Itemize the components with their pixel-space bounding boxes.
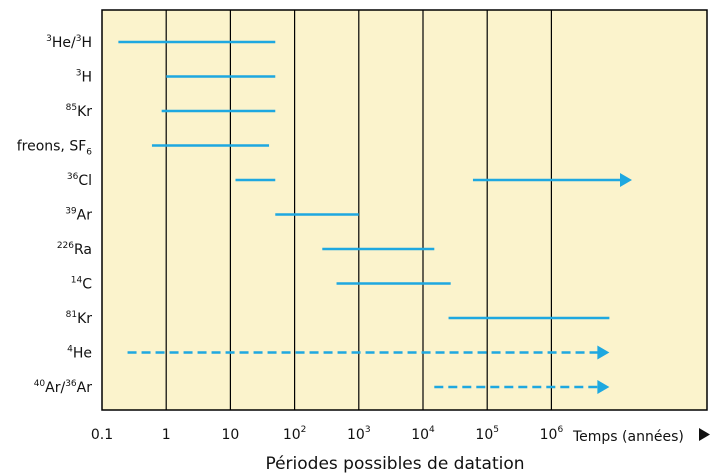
row-label-part: 40	[34, 379, 46, 389]
row-label-part: Ra	[74, 242, 92, 258]
row-label: 81Kr	[66, 310, 93, 327]
row-label-part: Cl	[78, 173, 92, 189]
row-label-part: 39	[65, 207, 77, 217]
row-label-part: Kr	[77, 104, 92, 120]
x-tick-base: 10	[283, 427, 301, 443]
row-label-part: 6	[86, 148, 92, 158]
row-label-part: Ar	[77, 208, 93, 224]
row-label: 4He	[67, 345, 92, 362]
row-label-part: 3	[76, 69, 82, 79]
x-tick-base: 10	[540, 427, 558, 443]
x-tick-base: 0.1	[91, 427, 113, 443]
x-tick-label: 1	[162, 427, 171, 443]
arrow-head-icon	[619, 173, 632, 187]
row-label: 3He/3H	[46, 34, 92, 51]
row-label-part: 85	[66, 103, 77, 113]
x-tick-base: 10	[411, 427, 429, 443]
x-tick-exponent: 5	[493, 425, 499, 435]
row-label-part: 226	[57, 241, 74, 251]
x-axis-end-label: Temps (années)	[572, 429, 684, 445]
x-tick-label: 0.1	[91, 427, 113, 443]
row-label: 85Kr	[66, 103, 93, 120]
row-label-part: H	[81, 70, 92, 86]
x-tick-label: 10	[221, 427, 239, 443]
x-tick-exponent: 6	[557, 425, 563, 435]
x-tick-exponent: 2	[301, 425, 307, 435]
x-tick-base: 1	[162, 427, 171, 443]
row-label: 14C	[71, 276, 92, 293]
x-tick-exponent: 3	[365, 425, 371, 435]
row-label-part: 36	[67, 172, 79, 182]
arrow-head-icon	[597, 345, 610, 360]
row-label-part: Ar/	[45, 380, 65, 396]
x-axis-title: Périodes possibles de datation	[265, 454, 524, 474]
row-label-part: 81	[66, 310, 77, 320]
row-label: 3H	[76, 69, 92, 86]
row-label-part: He/	[52, 35, 76, 51]
row-label-part: H	[81, 35, 92, 51]
row-label: freons, SF6	[17, 139, 93, 158]
row-label-part: 36	[65, 379, 77, 389]
x-axis-arrow-icon	[699, 428, 710, 441]
x-tick-base: 10	[347, 427, 365, 443]
plot-background	[101, 9, 708, 411]
x-tick-label: 102	[283, 425, 307, 443]
row-label-part: 4	[67, 345, 73, 355]
row-label-part: 3	[46, 34, 52, 44]
row-label-part: 14	[71, 276, 83, 286]
x-tick-label: 105	[475, 425, 499, 443]
x-tick-label: 103	[347, 425, 371, 443]
x-tick-label: 104	[411, 425, 435, 443]
row-label: 40Ar/36Ar	[34, 379, 93, 396]
row-label-part: freons, SF	[17, 139, 87, 155]
row-label-part: Kr	[77, 311, 92, 327]
row-label-part: C	[82, 277, 92, 293]
x-tick-exponent: 4	[429, 425, 435, 435]
arrow-head-icon	[597, 380, 610, 394]
row-label-part: Ar	[77, 380, 93, 396]
row-label: 226Ra	[57, 241, 92, 258]
x-tick-base: 10	[475, 427, 493, 443]
range-bars	[118, 40, 632, 394]
x-axis-tick-labels: 0.1 1 10 102 103 104 105 106	[91, 425, 564, 443]
x-tick-label: 106	[540, 425, 564, 443]
row-label-part: 3	[76, 34, 82, 44]
row-label: 39Ar	[65, 207, 92, 224]
x-tick-base: 10	[221, 427, 239, 443]
row-label: 36Cl	[67, 172, 92, 189]
row-label-part: He	[73, 346, 92, 362]
